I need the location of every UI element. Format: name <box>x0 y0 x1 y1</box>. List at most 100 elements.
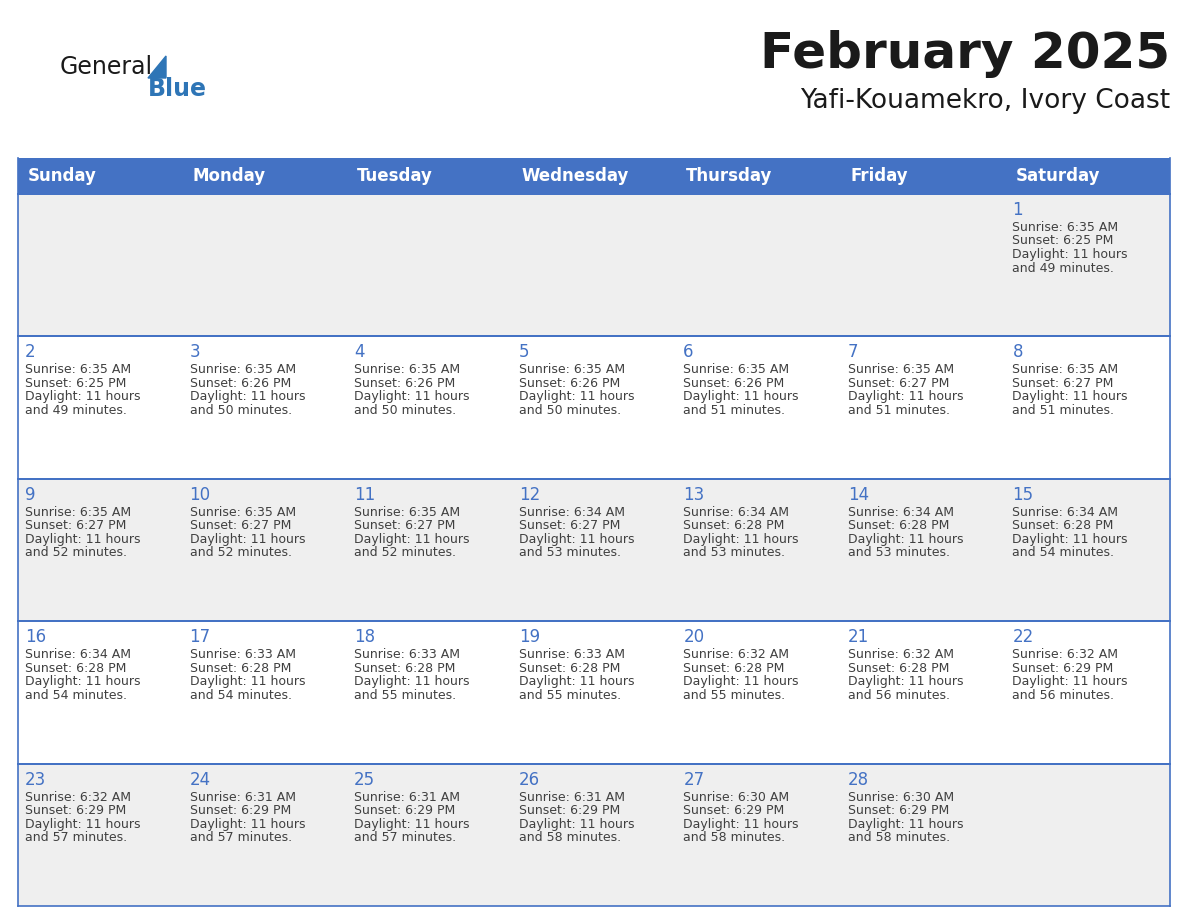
Text: Sunset: 6:29 PM: Sunset: 6:29 PM <box>354 804 455 817</box>
Text: 20: 20 <box>683 628 704 646</box>
Text: Sunrise: 6:35 AM: Sunrise: 6:35 AM <box>519 364 625 376</box>
Text: Sunrise: 6:32 AM: Sunrise: 6:32 AM <box>25 790 131 803</box>
Text: and 53 minutes.: and 53 minutes. <box>683 546 785 559</box>
Bar <box>512 764 676 906</box>
Bar <box>347 621 512 764</box>
Text: Sunrise: 6:34 AM: Sunrise: 6:34 AM <box>25 648 131 661</box>
Text: Sunset: 6:29 PM: Sunset: 6:29 PM <box>1012 662 1113 675</box>
Text: and 52 minutes.: and 52 minutes. <box>25 546 127 559</box>
Text: Sunrise: 6:30 AM: Sunrise: 6:30 AM <box>683 790 789 803</box>
Text: and 56 minutes.: and 56 minutes. <box>848 688 950 701</box>
Text: Daylight: 11 hours: Daylight: 11 hours <box>848 676 963 688</box>
Text: Sunrise: 6:35 AM: Sunrise: 6:35 AM <box>1012 364 1119 376</box>
Text: Daylight: 11 hours: Daylight: 11 hours <box>354 390 469 403</box>
Text: and 57 minutes.: and 57 minutes. <box>354 831 456 844</box>
Text: and 54 minutes.: and 54 minutes. <box>1012 546 1114 559</box>
Text: Sunset: 6:28 PM: Sunset: 6:28 PM <box>519 662 620 675</box>
Bar <box>1005 336 1170 479</box>
Text: Sunrise: 6:30 AM: Sunrise: 6:30 AM <box>848 790 954 803</box>
Text: 18: 18 <box>354 628 375 646</box>
Bar <box>1005 479 1170 621</box>
Text: and 51 minutes.: and 51 minutes. <box>683 404 785 417</box>
Text: Sunrise: 6:32 AM: Sunrise: 6:32 AM <box>1012 648 1118 661</box>
Text: and 51 minutes.: and 51 minutes. <box>1012 404 1114 417</box>
Text: Thursday: Thursday <box>687 167 772 185</box>
Text: Sunset: 6:26 PM: Sunset: 6:26 PM <box>190 377 291 390</box>
Text: Sunrise: 6:35 AM: Sunrise: 6:35 AM <box>1012 221 1119 234</box>
Text: 10: 10 <box>190 486 210 504</box>
Bar <box>347 764 512 906</box>
Text: Daylight: 11 hours: Daylight: 11 hours <box>848 390 963 403</box>
Text: Daylight: 11 hours: Daylight: 11 hours <box>354 532 469 546</box>
Text: and 58 minutes.: and 58 minutes. <box>519 831 621 844</box>
Text: Sunset: 6:27 PM: Sunset: 6:27 PM <box>848 377 949 390</box>
Text: Daylight: 11 hours: Daylight: 11 hours <box>848 818 963 831</box>
Text: Sunset: 6:26 PM: Sunset: 6:26 PM <box>354 377 455 390</box>
Text: 14: 14 <box>848 486 868 504</box>
Bar <box>512 194 676 336</box>
Text: 15: 15 <box>1012 486 1034 504</box>
Text: Sunset: 6:28 PM: Sunset: 6:28 PM <box>848 662 949 675</box>
Text: 22: 22 <box>1012 628 1034 646</box>
Text: Daylight: 11 hours: Daylight: 11 hours <box>25 676 140 688</box>
Text: Sunset: 6:28 PM: Sunset: 6:28 PM <box>683 662 784 675</box>
Bar <box>347 194 512 336</box>
Bar <box>183 336 347 479</box>
Text: Daylight: 11 hours: Daylight: 11 hours <box>25 532 140 546</box>
Bar <box>1005 158 1170 194</box>
Text: Sunrise: 6:35 AM: Sunrise: 6:35 AM <box>683 364 789 376</box>
Text: 21: 21 <box>848 628 870 646</box>
Bar <box>347 158 512 194</box>
Text: 7: 7 <box>848 343 859 362</box>
Text: Daylight: 11 hours: Daylight: 11 hours <box>683 676 798 688</box>
Bar <box>841 764 1005 906</box>
Text: Sunset: 6:29 PM: Sunset: 6:29 PM <box>848 804 949 817</box>
Text: Sunrise: 6:31 AM: Sunrise: 6:31 AM <box>354 790 460 803</box>
Bar <box>1005 194 1170 336</box>
Text: Sunrise: 6:34 AM: Sunrise: 6:34 AM <box>1012 506 1118 519</box>
Text: Sunset: 6:27 PM: Sunset: 6:27 PM <box>354 520 455 532</box>
Text: 19: 19 <box>519 628 539 646</box>
Text: and 50 minutes.: and 50 minutes. <box>519 404 621 417</box>
Text: 5: 5 <box>519 343 529 362</box>
Text: Daylight: 11 hours: Daylight: 11 hours <box>519 818 634 831</box>
Text: Sunset: 6:29 PM: Sunset: 6:29 PM <box>519 804 620 817</box>
Text: Daylight: 11 hours: Daylight: 11 hours <box>519 390 634 403</box>
Bar <box>183 158 347 194</box>
Bar <box>676 764 841 906</box>
Text: Sunrise: 6:35 AM: Sunrise: 6:35 AM <box>190 506 296 519</box>
Text: Daylight: 11 hours: Daylight: 11 hours <box>683 390 798 403</box>
Text: and 49 minutes.: and 49 minutes. <box>25 404 127 417</box>
Text: 28: 28 <box>848 770 868 789</box>
Text: Sunset: 6:25 PM: Sunset: 6:25 PM <box>1012 234 1114 248</box>
Text: Daylight: 11 hours: Daylight: 11 hours <box>25 390 140 403</box>
Text: and 52 minutes.: and 52 minutes. <box>354 546 456 559</box>
Text: and 58 minutes.: and 58 minutes. <box>848 831 950 844</box>
Text: Daylight: 11 hours: Daylight: 11 hours <box>190 390 305 403</box>
Text: Sunrise: 6:35 AM: Sunrise: 6:35 AM <box>25 364 131 376</box>
Bar <box>676 158 841 194</box>
Bar <box>841 336 1005 479</box>
Text: Daylight: 11 hours: Daylight: 11 hours <box>1012 676 1127 688</box>
Text: Daylight: 11 hours: Daylight: 11 hours <box>1012 390 1127 403</box>
Text: Sunrise: 6:34 AM: Sunrise: 6:34 AM <box>519 506 625 519</box>
Bar <box>676 479 841 621</box>
Text: Sunday: Sunday <box>29 167 97 185</box>
Text: Sunset: 6:28 PM: Sunset: 6:28 PM <box>354 662 455 675</box>
Bar <box>183 621 347 764</box>
Text: Sunset: 6:27 PM: Sunset: 6:27 PM <box>190 520 291 532</box>
Text: Wednesday: Wednesday <box>522 167 630 185</box>
Bar <box>1005 764 1170 906</box>
Bar <box>676 194 841 336</box>
Text: 17: 17 <box>190 628 210 646</box>
Bar <box>676 621 841 764</box>
Text: Daylight: 11 hours: Daylight: 11 hours <box>354 676 469 688</box>
Text: 24: 24 <box>190 770 210 789</box>
Text: and 54 minutes.: and 54 minutes. <box>190 688 291 701</box>
Text: and 50 minutes.: and 50 minutes. <box>354 404 456 417</box>
Text: and 52 minutes.: and 52 minutes. <box>190 546 291 559</box>
Text: and 50 minutes.: and 50 minutes. <box>190 404 292 417</box>
Text: Daylight: 11 hours: Daylight: 11 hours <box>25 818 140 831</box>
Text: Sunset: 6:29 PM: Sunset: 6:29 PM <box>190 804 291 817</box>
Text: 4: 4 <box>354 343 365 362</box>
